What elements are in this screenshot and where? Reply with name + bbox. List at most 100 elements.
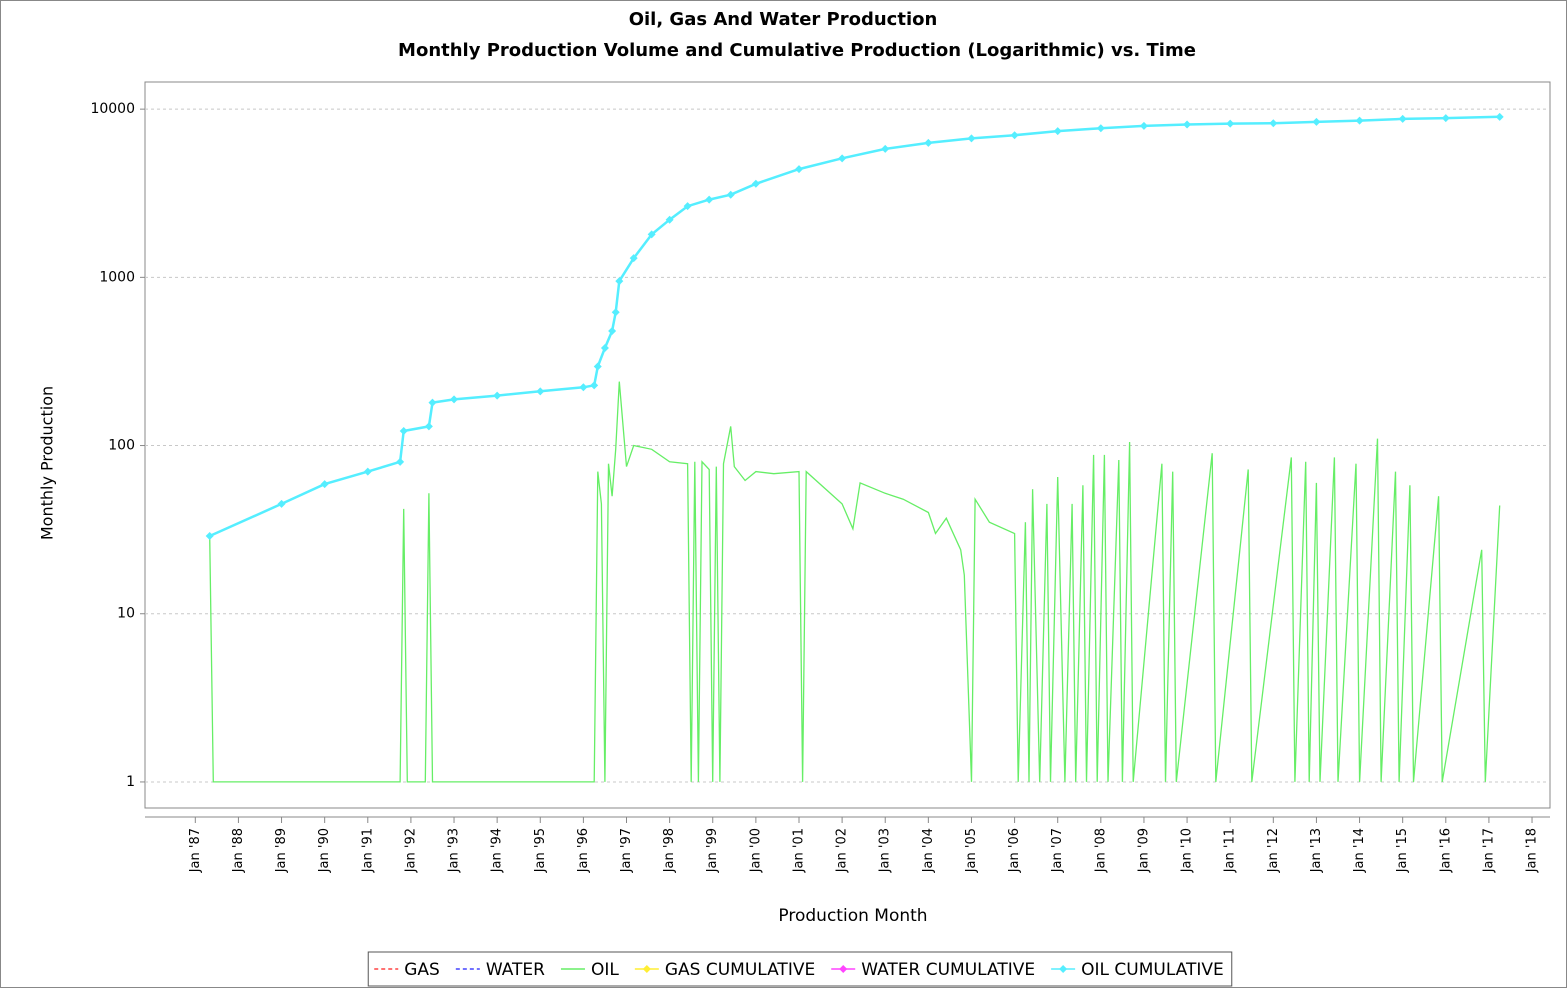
legend-item: GAS (374, 960, 440, 980)
series-marker (1096, 124, 1105, 133)
x-tick-label: Jan '00 (748, 828, 763, 873)
legend-item: OIL (560, 960, 619, 980)
series-marker (967, 134, 976, 143)
x-tick-label: Jan '89 (274, 828, 289, 873)
series-marker (1226, 119, 1235, 128)
series-marker (665, 215, 674, 224)
x-tick-label: Jan '08 (1093, 828, 1108, 873)
chart-title: Oil, Gas And Water Production (629, 9, 938, 30)
x-tick-label: Jan '98 (662, 828, 677, 873)
x-tick-label: Jan '06 (1007, 828, 1022, 873)
x-tick-label: Jan '11 (1223, 828, 1238, 873)
x-tick-label: Jan '07 (1050, 828, 1065, 873)
series-marker (1139, 121, 1148, 130)
x-tick-label: Jan '96 (576, 828, 591, 873)
series-marker (615, 277, 624, 286)
legend-label: WATER (486, 960, 545, 980)
legend-marker (1059, 965, 1068, 973)
series-marker (396, 457, 405, 466)
series-marker (794, 165, 803, 174)
x-tick-label: Jan '97 (619, 828, 634, 873)
y-axis-label: Monthly Production (38, 386, 57, 540)
series-marker (277, 499, 286, 508)
x-tick-label: Jan '05 (964, 828, 979, 873)
x-tick-label: Jan '90 (317, 828, 332, 873)
y-tick-label: 1000 (99, 269, 135, 285)
legend-label: GAS CUMULATIVE (665, 960, 815, 980)
y-tick-label: 10000 (90, 101, 135, 117)
series-marker (726, 190, 735, 199)
series-marker (838, 154, 847, 163)
y-tick-label: 10 (117, 606, 135, 622)
series-marker (1010, 131, 1019, 140)
x-tick-label: Jan '09 (1136, 828, 1151, 873)
series-marker (1183, 120, 1192, 129)
series-marker (363, 467, 372, 476)
series-marker (647, 230, 656, 239)
x-tick-label: Jan '92 (403, 828, 418, 873)
legend-label: OIL CUMULATIVE (1081, 960, 1224, 980)
x-tick-label: Jan '04 (921, 828, 936, 873)
legend-label: GAS (404, 960, 440, 980)
series-marker (1312, 117, 1321, 126)
legend: GAS WATER OIL GAS CUMULATIVE WATER CUMULATIV… (367, 951, 1233, 987)
y-tick-label: 1 (126, 774, 135, 790)
x-tick-label: Jan '16 (1438, 828, 1453, 873)
legend-item: GAS CUMULATIVE (634, 960, 815, 980)
x-tick-label: Jan '99 (705, 828, 720, 873)
series-marker (705, 195, 714, 204)
x-tick-label: Jan '02 (835, 828, 850, 873)
x-tick-label: Jan '94 (490, 828, 505, 873)
x-tick-label: Jan '87 (188, 828, 203, 873)
series-marker (608, 326, 617, 335)
x-tick-label: Jan '95 (533, 828, 548, 873)
series-marker (205, 531, 214, 540)
series-marker (450, 395, 459, 404)
series-line (209, 115, 1500, 538)
legend-marker (642, 965, 651, 973)
series-line (209, 381, 1501, 783)
series-marker (1495, 112, 1504, 121)
series-marker (751, 179, 760, 188)
series-marker (1053, 127, 1062, 136)
series-marker (1441, 114, 1450, 123)
x-tick-label: Jan '13 (1309, 828, 1324, 873)
x-tick-label: Jan '15 (1395, 828, 1410, 873)
x-tick-label: Jan '17 (1481, 828, 1496, 873)
plot-area (144, 81, 1551, 809)
series-marker (881, 144, 890, 153)
x-tick-label: Jan '91 (360, 828, 375, 873)
legend-item: WATER (455, 960, 545, 980)
chart-subtitle: Monthly Production Volume and Cumulative… (398, 40, 1196, 61)
series-marker (536, 387, 545, 396)
series-marker (924, 138, 933, 147)
x-tick-label: Jan '93 (447, 828, 462, 873)
x-tick-label: Jan '12 (1266, 828, 1281, 873)
series-marker (600, 344, 609, 353)
x-tick-label: Jan '14 (1352, 828, 1367, 873)
legend-item: OIL CUMULATIVE (1051, 960, 1224, 980)
legend-item: WATER CUMULATIVE (831, 960, 1035, 980)
series-marker (629, 254, 638, 263)
x-tick-label: Jan '01 (791, 828, 806, 873)
x-tick-label: Jan '18 (1525, 828, 1540, 873)
series-marker (493, 391, 502, 400)
y-tick-label: 100 (108, 438, 135, 454)
series-marker (428, 398, 437, 407)
series-marker (611, 308, 620, 317)
series-marker (1355, 116, 1364, 125)
series-marker (590, 381, 599, 390)
x-axis-label: Production Month (778, 906, 927, 926)
series-marker (320, 480, 329, 489)
series-marker (399, 427, 408, 436)
series-marker (579, 383, 588, 392)
series-marker (593, 362, 602, 371)
legend-label: OIL (591, 960, 619, 980)
x-tick-label: Jan '03 (878, 828, 893, 873)
series-marker (1269, 119, 1278, 128)
series-marker (683, 202, 692, 211)
legend-box (367, 951, 1233, 987)
legend-marker (839, 965, 848, 973)
series-marker (424, 422, 433, 431)
